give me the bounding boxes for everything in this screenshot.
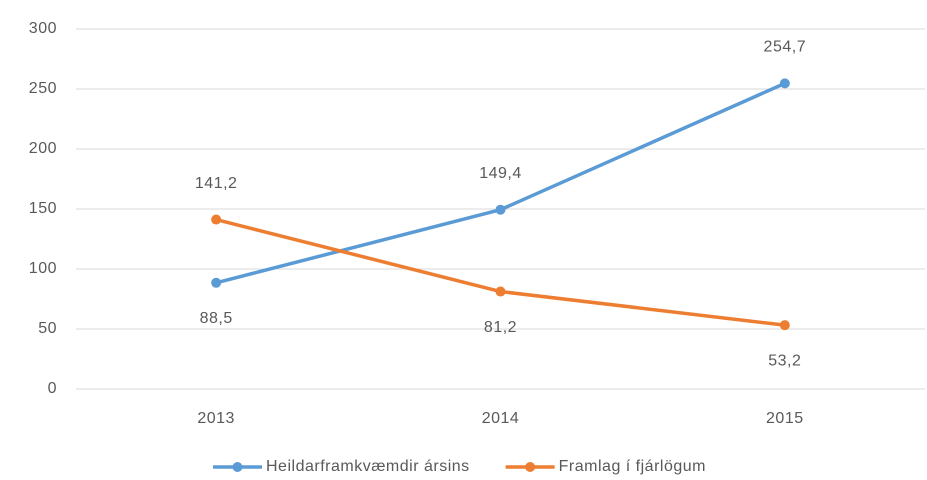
legend-label: Framlag í fjárlögum (559, 458, 706, 475)
x-tick-label: 2013 (197, 410, 235, 427)
data-label: 141,2 (195, 175, 238, 192)
point (211, 277, 222, 288)
y-tick-label: 300 (29, 20, 57, 37)
legend-marker (525, 462, 536, 472)
point (779, 320, 790, 331)
data-label: 88,5 (200, 310, 233, 327)
point (211, 214, 222, 225)
y-tick-label: 0 (48, 380, 57, 397)
y-tick-label: 150 (29, 200, 57, 217)
legend-marker (232, 462, 243, 472)
legend-label: Heildarframkvæmdir ársins (266, 458, 470, 475)
data-label: 149,4 (479, 165, 522, 182)
data-label: 53,2 (768, 352, 801, 369)
y-tick-label: 50 (38, 320, 57, 337)
point (495, 286, 506, 297)
data-label: 254,7 (764, 39, 807, 56)
point (779, 78, 790, 89)
y-tick-label: 100 (29, 260, 57, 277)
series-line (215, 81, 786, 285)
y-tick-label: 250 (29, 80, 57, 97)
y-tick-label: 200 (29, 140, 57, 157)
data-label: 81,2 (484, 319, 517, 336)
point (495, 204, 506, 215)
x-tick-label: 2014 (482, 410, 520, 427)
x-tick-label: 2015 (766, 410, 804, 427)
series-line (215, 217, 786, 327)
